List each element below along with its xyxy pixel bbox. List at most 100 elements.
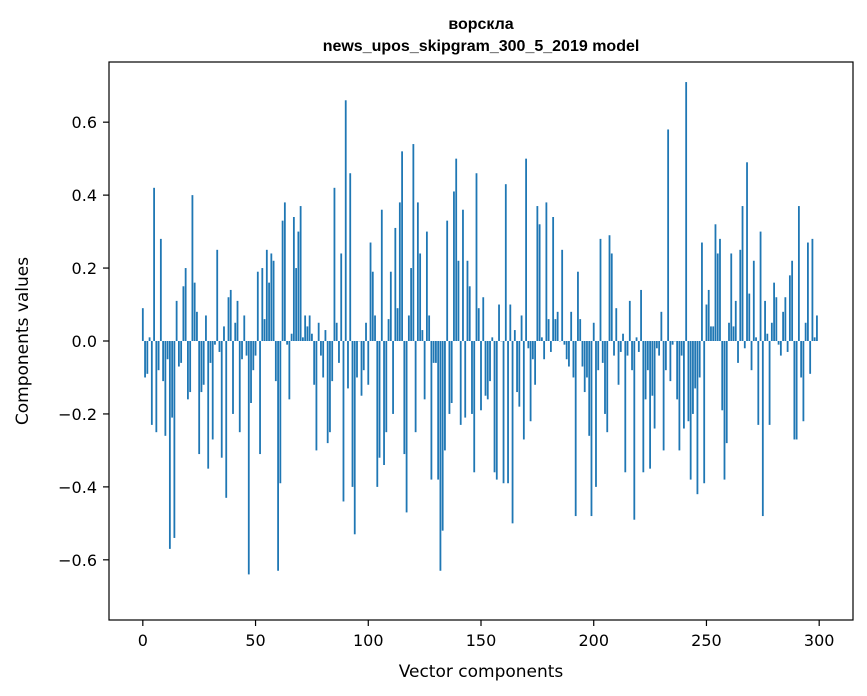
bar bbox=[583, 341, 586, 393]
bar bbox=[398, 202, 401, 341]
bar bbox=[162, 341, 165, 382]
bar bbox=[196, 311, 198, 341]
bar bbox=[707, 289, 710, 341]
y-tick-label: −0.4 bbox=[58, 478, 97, 497]
bar bbox=[243, 315, 246, 341]
bar bbox=[378, 341, 381, 458]
bar bbox=[238, 341, 241, 433]
bar bbox=[362, 341, 365, 371]
bar bbox=[538, 224, 541, 341]
bar bbox=[572, 341, 575, 378]
bar bbox=[649, 341, 651, 469]
bar bbox=[507, 341, 509, 484]
bar bbox=[218, 341, 221, 352]
bar bbox=[531, 341, 534, 360]
bar bbox=[586, 341, 588, 378]
bar bbox=[633, 341, 636, 520]
bar bbox=[245, 341, 248, 356]
bar bbox=[304, 315, 307, 341]
bar bbox=[802, 341, 805, 422]
bar bbox=[748, 293, 751, 341]
bar bbox=[259, 341, 261, 455]
bar bbox=[574, 341, 577, 517]
bar bbox=[797, 206, 800, 341]
bar bbox=[261, 268, 264, 341]
bar bbox=[335, 322, 338, 341]
bar bbox=[565, 341, 568, 360]
bar bbox=[329, 341, 331, 433]
bar bbox=[721, 341, 724, 411]
bar bbox=[547, 319, 550, 341]
bar bbox=[320, 341, 322, 356]
bar bbox=[725, 341, 728, 444]
bar bbox=[241, 341, 243, 360]
bar bbox=[301, 337, 304, 341]
bar bbox=[743, 341, 746, 349]
x-axis-ticks: 0 50 100 150 200 250 300 bbox=[138, 620, 834, 650]
x-tick-label: 150 bbox=[466, 631, 497, 650]
bar bbox=[175, 300, 178, 341]
bar bbox=[755, 337, 757, 341]
bar bbox=[563, 341, 566, 345]
bar bbox=[450, 341, 453, 403]
bar bbox=[739, 249, 742, 341]
bar bbox=[254, 341, 257, 356]
bar bbox=[791, 260, 794, 341]
bar bbox=[651, 341, 654, 396]
bar bbox=[455, 158, 458, 341]
bar bbox=[211, 341, 214, 440]
bar bbox=[159, 238, 162, 341]
bar bbox=[441, 341, 444, 531]
bar bbox=[353, 341, 356, 535]
bar bbox=[279, 341, 282, 484]
bar bbox=[518, 341, 521, 407]
bar bbox=[435, 341, 437, 363]
bar bbox=[453, 191, 455, 341]
bar bbox=[655, 341, 658, 349]
bar bbox=[311, 333, 313, 341]
bar bbox=[286, 341, 289, 345]
bar bbox=[561, 249, 564, 341]
bar bbox=[489, 341, 491, 382]
bar bbox=[387, 319, 390, 341]
bar bbox=[534, 341, 537, 385]
y-axis-ticks: −0.6 −0.4 −0.2 0.0 0.2 0.4 0.6 bbox=[58, 113, 109, 570]
bar bbox=[653, 341, 656, 429]
bar bbox=[671, 341, 674, 345]
bar bbox=[247, 341, 250, 575]
bar bbox=[297, 231, 300, 341]
bar bbox=[168, 341, 171, 549]
bar bbox=[234, 322, 237, 341]
bar bbox=[511, 341, 514, 524]
bar bbox=[741, 206, 744, 341]
bar bbox=[498, 304, 500, 341]
bar bbox=[714, 224, 717, 341]
bar bbox=[432, 341, 435, 363]
bar bbox=[464, 341, 467, 418]
bar bbox=[592, 322, 595, 341]
y-tick-label: 0.2 bbox=[72, 259, 97, 278]
bar bbox=[272, 260, 275, 341]
bar bbox=[164, 341, 167, 436]
bar bbox=[710, 326, 712, 341]
bar bbox=[552, 217, 555, 341]
bar bbox=[486, 341, 489, 400]
bar bbox=[696, 341, 699, 495]
bar bbox=[205, 315, 207, 341]
bar bbox=[227, 297, 230, 341]
x-tick-label: 250 bbox=[691, 631, 722, 650]
bar bbox=[635, 337, 638, 341]
bar bbox=[482, 297, 485, 341]
bar bbox=[347, 341, 349, 389]
bar bbox=[660, 311, 663, 341]
bar bbox=[207, 341, 210, 469]
bar bbox=[214, 341, 216, 345]
bar bbox=[295, 268, 298, 341]
x-axis-label: Vector components bbox=[399, 662, 564, 682]
bar bbox=[795, 341, 798, 440]
bar bbox=[773, 282, 775, 341]
bar bbox=[493, 341, 496, 473]
bar bbox=[597, 341, 600, 371]
bar bbox=[701, 242, 703, 341]
bar bbox=[313, 341, 316, 385]
